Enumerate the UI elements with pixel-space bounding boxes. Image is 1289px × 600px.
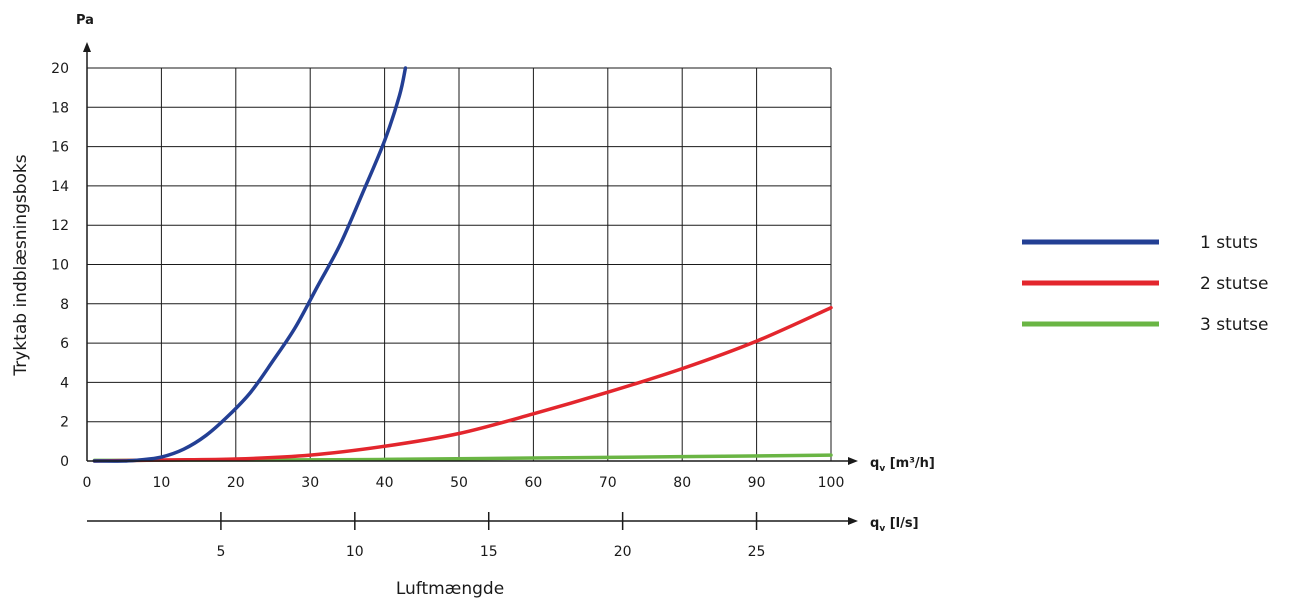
y-tick-label: 2 — [60, 415, 69, 431]
x-tick-label: 10 — [152, 475, 170, 491]
x-tick-label: 50 — [450, 475, 468, 491]
x-tick-label: 60 — [524, 475, 542, 491]
x-tick-label: 100 — [818, 475, 845, 491]
series-layer — [92, 66, 833, 463]
x-tick-label: 70 — [599, 475, 617, 491]
x-tick-label: 30 — [301, 475, 319, 491]
x-tick-label: 0 — [83, 475, 92, 491]
grid — [87, 67, 832, 461]
legend-label-2-stutse: 2 stutse — [1200, 274, 1269, 294]
secondary-x-tick-label: 10 — [346, 544, 364, 560]
y-tick-label: 4 — [60, 375, 69, 391]
y-unit-label: Pa — [76, 13, 94, 28]
x-axis-title: Luftmængde — [396, 579, 504, 599]
legend: 1 stuts 2 stutse 3 stutse — [1022, 233, 1269, 335]
y-tick-label: 8 — [60, 297, 69, 313]
y-axis-title: Tryktab indblæsningsboks — [11, 154, 31, 376]
y-tick-label: 16 — [51, 140, 69, 156]
secondary-x-tick-label: 20 — [614, 544, 632, 560]
secondary-x-axis-arrow — [848, 517, 858, 525]
y-tick-label: 12 — [51, 218, 69, 234]
x-tick-label: 80 — [673, 475, 691, 491]
x-tick-label: 20 — [227, 475, 245, 491]
legend-label-1-stuts: 1 stuts — [1200, 233, 1258, 253]
secondary-x-tick-label: 25 — [748, 544, 766, 560]
secondary-x-tick-label: 15 — [480, 544, 498, 560]
y-tick-label: 10 — [51, 258, 69, 274]
series-line-2-stutse — [92, 305, 833, 463]
legend-label-3-stutse: 3 stutse — [1200, 315, 1269, 335]
x-axis-arrow — [848, 457, 858, 465]
x-tick-label: 40 — [376, 475, 394, 491]
y-tick-label: 6 — [60, 336, 69, 352]
series-line-1-stuts — [92, 66, 408, 463]
y-tick-label: 20 — [51, 61, 69, 77]
y-tick-label: 18 — [51, 100, 69, 116]
x-tick-label: 90 — [748, 475, 766, 491]
y-tick-label: 14 — [51, 179, 69, 195]
secondary-x-tick-label: 5 — [216, 544, 225, 560]
x-primary-unit-label: qv [m³/h] — [870, 456, 935, 474]
y-axis-arrow — [83, 42, 91, 52]
x-secondary-unit-label: qv [l/s] — [870, 516, 919, 534]
axes: 0 10 20 30 40 50 60 70 80 90 100 0 2 4 6 8 10 12 14 16 18 20 5… — [51, 42, 858, 560]
y-tick-label: 0 — [60, 454, 69, 470]
